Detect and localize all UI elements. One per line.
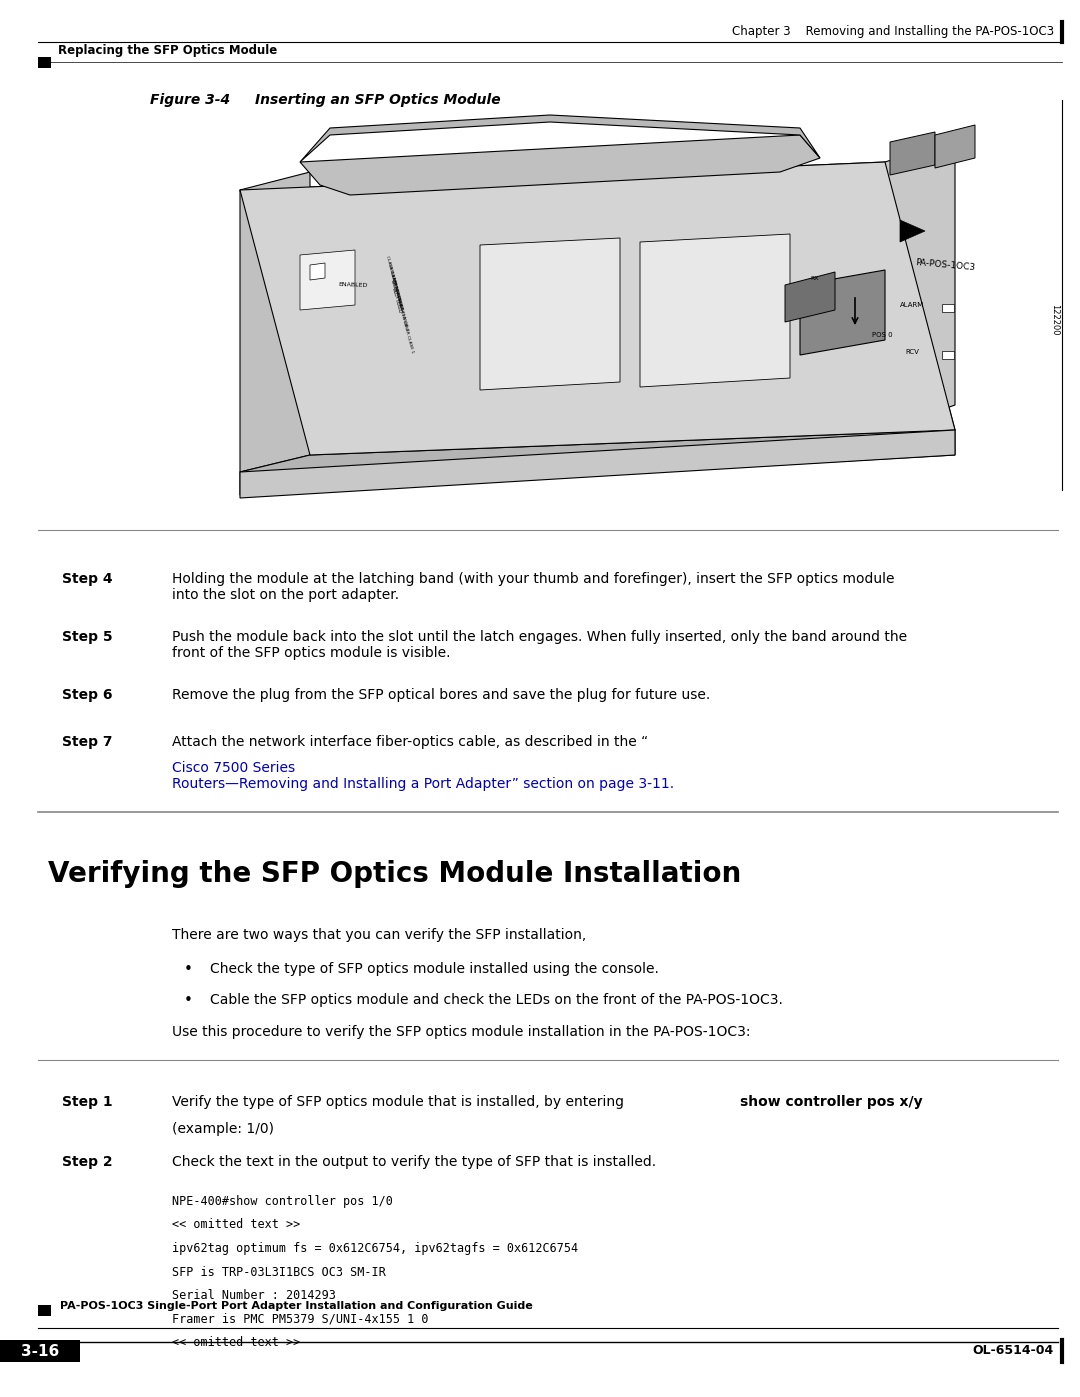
Text: ALARM: ALARM bbox=[900, 302, 924, 307]
Polygon shape bbox=[240, 172, 310, 472]
Text: Use this procedure to verify the SFP optics module installation in the PA-POS-1O: Use this procedure to verify the SFP opt… bbox=[172, 1025, 751, 1039]
Polygon shape bbox=[785, 272, 835, 321]
Text: NPE-400#show controller pos 1/0: NPE-400#show controller pos 1/0 bbox=[172, 1194, 393, 1208]
Text: RCV: RCV bbox=[905, 349, 919, 355]
Text: ipv62tag optimum fs = 0x612C6754, ipv62tagfs = 0x612C6754: ipv62tag optimum fs = 0x612C6754, ipv62t… bbox=[172, 1242, 578, 1255]
Text: ラーザ製品: ラーザ製品 bbox=[391, 279, 399, 293]
Text: Verifying the SFP Optics Module Installation: Verifying the SFP Optics Module Installa… bbox=[48, 861, 741, 888]
Bar bbox=[0, 1340, 80, 1362]
Polygon shape bbox=[480, 237, 620, 390]
Text: PA-POS-1OC3 Single-Port Port Adapter Installation and Configuration Guide: PA-POS-1OC3 Single-Port Port Adapter Ins… bbox=[60, 1301, 532, 1310]
Text: Holding the module at the latching band (with your thumb and forefinger), insert: Holding the module at the latching band … bbox=[172, 571, 894, 602]
Polygon shape bbox=[240, 162, 955, 455]
Text: Cable the SFP optics module and check the LEDs on the front of the PA-POS-1OC3.: Cable the SFP optics module and check th… bbox=[210, 993, 783, 1007]
Text: Check the text in the output to verify the type of SFP that is installed.: Check the text in the output to verify t… bbox=[172, 1155, 657, 1169]
Polygon shape bbox=[240, 430, 955, 497]
Text: PRODUCTO LASER CLASE 1: PRODUCTO LASER CLASE 1 bbox=[395, 295, 415, 353]
Text: There are two ways that you can verify the SFP installation,: There are two ways that you can verify t… bbox=[172, 928, 586, 942]
Text: PA-POS-1OC3: PA-POS-1OC3 bbox=[915, 258, 975, 272]
Text: << omitted text >>: << omitted text >> bbox=[172, 1218, 300, 1232]
Text: •: • bbox=[184, 963, 193, 977]
Text: Cisco 7500 Series
Routers—Removing and Installing a Port Adapter” section on pag: Cisco 7500 Series Routers—Removing and I… bbox=[172, 761, 674, 791]
Text: Serial Number : 2014293: Serial Number : 2014293 bbox=[172, 1289, 336, 1302]
Polygon shape bbox=[240, 162, 955, 455]
Text: Inserting an SFP Optics Module: Inserting an SFP Optics Module bbox=[255, 94, 501, 108]
Polygon shape bbox=[300, 136, 820, 196]
Text: LASER KLASSE 1: LASER KLASSE 1 bbox=[389, 271, 402, 307]
Text: RX: RX bbox=[811, 275, 820, 281]
Text: Check the type of SFP optics module installed using the console.: Check the type of SFP optics module inst… bbox=[210, 963, 659, 977]
Text: Replacing the SFP Optics Module: Replacing the SFP Optics Module bbox=[58, 43, 278, 56]
Text: Chapter 3    Removing and Installing the PA-POS-1OC3: Chapter 3 Removing and Installing the PA… bbox=[732, 25, 1054, 38]
Text: CLASS 1 LASER PRODUCT: CLASS 1 LASER PRODUCT bbox=[384, 256, 403, 310]
Polygon shape bbox=[300, 250, 355, 310]
Bar bbox=[942, 305, 954, 312]
Text: クラス1 レーザ製品: クラス1 レーザ製品 bbox=[393, 286, 403, 313]
Polygon shape bbox=[885, 140, 955, 430]
Text: Remove the plug from the SFP optical bores and save the plug for future use.: Remove the plug from the SFP optical bor… bbox=[172, 687, 711, 703]
Text: Push the module back into the slot until the latch engages. When fully inserted,: Push the module back into the slot until… bbox=[172, 630, 907, 661]
Polygon shape bbox=[300, 115, 820, 162]
Text: POS 0: POS 0 bbox=[872, 332, 893, 338]
Text: Step 5: Step 5 bbox=[62, 630, 112, 644]
Text: Attach the network interface fiber-optics cable, as described in the “: Attach the network interface fiber-optic… bbox=[172, 735, 648, 749]
Polygon shape bbox=[800, 270, 885, 355]
Text: Step 7: Step 7 bbox=[62, 735, 112, 749]
Text: Step 6: Step 6 bbox=[62, 687, 112, 703]
Polygon shape bbox=[310, 263, 325, 279]
Text: show controller pos x/y: show controller pos x/y bbox=[740, 1095, 922, 1109]
Text: (example: 1/0): (example: 1/0) bbox=[172, 1122, 274, 1136]
Text: ENABLED: ENABLED bbox=[338, 282, 367, 288]
Bar bbox=[38, 1305, 51, 1316]
Text: 122200: 122200 bbox=[1051, 305, 1059, 335]
Bar bbox=[942, 351, 954, 359]
Polygon shape bbox=[240, 430, 955, 495]
Text: OL-6514-04: OL-6514-04 bbox=[973, 1344, 1054, 1358]
Text: 3-16: 3-16 bbox=[21, 1344, 59, 1358]
Polygon shape bbox=[900, 219, 924, 242]
Text: Framer is PMC PM5379 S/UNI-4x155 1 0: Framer is PMC PM5379 S/UNI-4x155 1 0 bbox=[172, 1313, 429, 1326]
Polygon shape bbox=[935, 124, 975, 168]
Polygon shape bbox=[890, 131, 935, 175]
Text: << omitted text >>: << omitted text >> bbox=[172, 1336, 300, 1350]
Text: LASSERPRODUKT DER KLASSE 1: LASSERPRODUKT DER KLASSE 1 bbox=[387, 263, 409, 331]
Text: Step 4: Step 4 bbox=[62, 571, 112, 585]
Text: Step 1: Step 1 bbox=[62, 1095, 112, 1109]
Text: Figure 3-4: Figure 3-4 bbox=[150, 94, 230, 108]
Bar bbox=[38, 56, 51, 67]
Polygon shape bbox=[640, 235, 789, 387]
Text: Verify the type of SFP optics module that is installed, by entering: Verify the type of SFP optics module tha… bbox=[172, 1095, 629, 1109]
Text: SFP is TRP-03L3I1BCS OC3 SM-IR: SFP is TRP-03L3I1BCS OC3 SM-IR bbox=[172, 1266, 386, 1278]
Text: •: • bbox=[184, 993, 193, 1009]
Text: Step 2: Step 2 bbox=[62, 1155, 112, 1169]
